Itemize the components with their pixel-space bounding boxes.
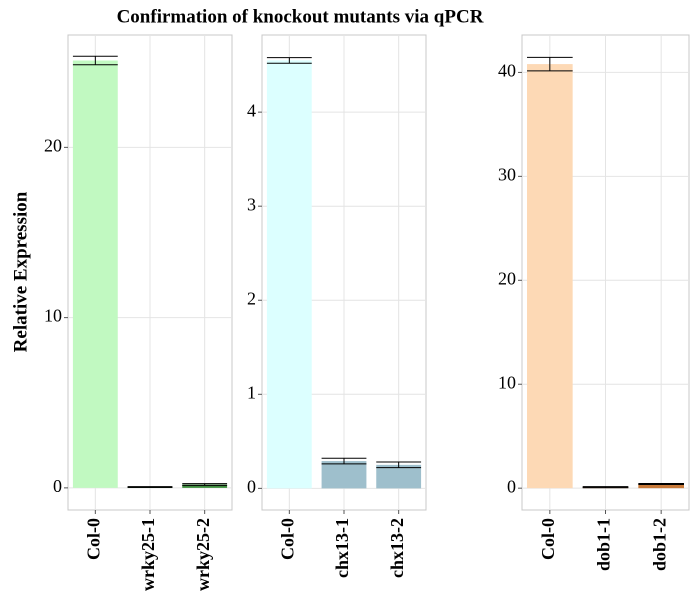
y-tick-label: 0: [247, 476, 256, 496]
y-tick-label: 30: [498, 164, 516, 184]
x-tick-label: Col-0: [538, 518, 558, 560]
bar: [266, 60, 312, 489]
x-tick-label: dob1-1: [594, 518, 614, 571]
x-tick-label: dob1-2: [649, 518, 669, 571]
y-tick-label: 10: [44, 306, 62, 326]
x-tick-label: Col-0: [83, 518, 103, 560]
x-tick-label: wrky25-1: [138, 518, 158, 591]
y-tick-label: 0: [507, 476, 516, 496]
y-axis-label: Relative Expression: [10, 191, 31, 352]
x-tick-label: chx13-2: [387, 518, 407, 578]
x-tick-label: chx13-1: [332, 518, 352, 578]
x-tick-label: wrky25-2: [193, 518, 213, 591]
chart-title: Confirmation of knockout mutants via qPC…: [117, 6, 484, 27]
bar: [638, 484, 684, 489]
bar: [182, 484, 228, 488]
y-tick-label: 20: [498, 268, 516, 288]
y-tick-label: 40: [498, 61, 516, 81]
y-tick-label: 20: [44, 135, 62, 155]
y-tick-label: 1: [247, 382, 256, 402]
y-tick-label: 4: [247, 100, 256, 120]
bar: [72, 60, 118, 488]
x-tick-label: Col-0: [277, 518, 297, 560]
y-tick-label: 10: [498, 372, 516, 392]
bar: [376, 464, 422, 489]
y-tick-label: 3: [247, 194, 256, 214]
y-tick-label: 2: [247, 288, 256, 308]
bar: [321, 461, 367, 489]
bar: [527, 64, 573, 489]
y-tick-label: 0: [53, 476, 62, 496]
